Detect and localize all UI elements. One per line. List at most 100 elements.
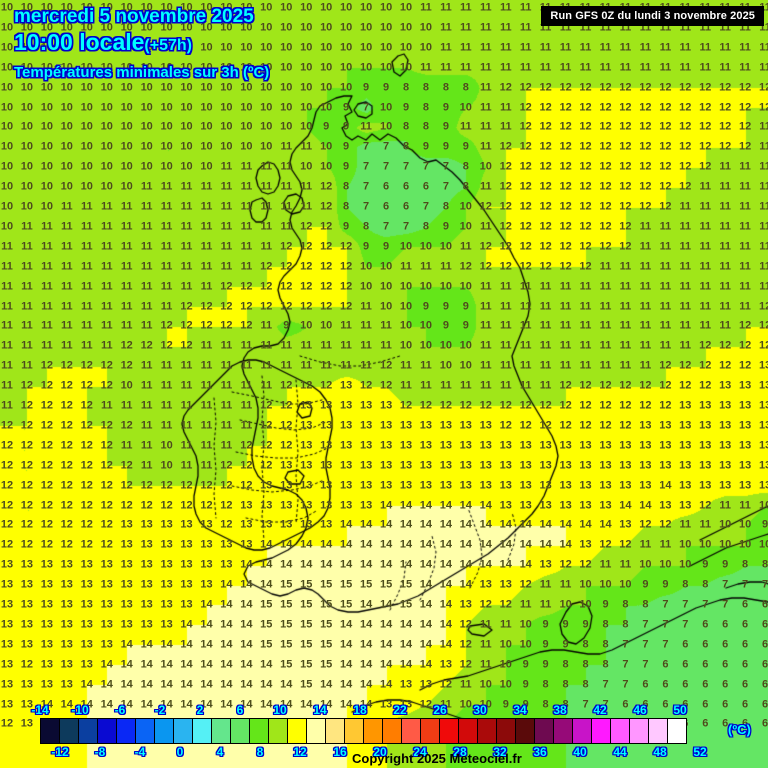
grid-temperature-value: 11 xyxy=(699,518,712,531)
grid-temperature-value: 10 xyxy=(339,41,353,54)
grid-temperature-value: 12 xyxy=(339,280,353,293)
grid-temperature-value: 10 xyxy=(359,1,373,14)
grid-temperature-value: 10 xyxy=(220,101,233,113)
grid-temperature-value: 13 xyxy=(639,419,652,432)
grid-temperature-value: 13 xyxy=(738,459,752,472)
grid-temperature-value: 13 xyxy=(220,538,233,551)
grid-temperature-value: 11 xyxy=(420,359,432,372)
grid-temperature-value: 13 xyxy=(320,499,333,511)
grid-temperature-value: 10 xyxy=(180,160,193,173)
grid-temperature-value: 10 xyxy=(260,1,273,14)
grid-temperature-value: 13 xyxy=(559,439,572,452)
grid-temperature-value: 12 xyxy=(559,419,572,432)
grid-temperature-value: 12 xyxy=(579,240,592,253)
grid-temperature-value: 12 xyxy=(220,300,233,312)
grid-temperature-value: 12 xyxy=(619,220,632,233)
grid-temperature-value: 11 xyxy=(240,379,253,392)
grid-temperature-value: 8 xyxy=(622,598,629,611)
grid-temperature-value: 12 xyxy=(559,140,572,153)
grid-temperature-value: 10 xyxy=(120,379,133,392)
grid-temperature-value: 11 xyxy=(260,220,273,233)
grid-temperature-value: 11 xyxy=(80,280,93,293)
grid-temperature-value: 11 xyxy=(240,160,253,173)
grid-temperature-value: 11 xyxy=(539,598,552,611)
grid-temperature-value: 10 xyxy=(120,21,133,34)
grid-temperature-value: 12 xyxy=(20,459,34,472)
grid-temperature-value: 14 xyxy=(200,618,213,631)
grid-temperature-value: 11 xyxy=(180,280,193,293)
grid-temperature-value: 13 xyxy=(40,678,54,691)
grid-temperature-value: 14 xyxy=(639,499,652,511)
grid-temperature-value: 10 xyxy=(240,120,253,133)
grid-temperature-value: 12 xyxy=(539,160,552,173)
grid-temperature-value: 11 xyxy=(679,319,692,332)
grid-temperature-value: 13 xyxy=(419,419,433,432)
grid-temperature-value: 10 xyxy=(320,319,333,332)
grid-temperature-value: 12 xyxy=(519,399,532,412)
grid-temperature-value: 14 xyxy=(220,598,233,611)
grid-temperature-value: 11 xyxy=(100,399,113,412)
color-scale-tick-label: 52 xyxy=(693,745,707,759)
grid-temperature-value: 10 xyxy=(40,41,54,54)
grid-temperature-value: 10 xyxy=(639,558,652,571)
grid-temperature-value: 12 xyxy=(679,359,692,372)
grid-temperature-value: 14 xyxy=(399,638,413,651)
grid-temperature-value: 13 xyxy=(758,379,768,392)
grid-temperature-value: 11 xyxy=(759,260,768,273)
grid-temperature-value: 12 xyxy=(180,339,193,352)
grid-temperature-value: 11 xyxy=(420,1,432,14)
grid-temperature-value: 11 xyxy=(420,379,432,392)
grid-temperature-value: 12 xyxy=(80,538,93,551)
grid-temperature-value: 12 xyxy=(479,240,492,253)
grid-temperature-value: 11 xyxy=(699,21,712,34)
grid-temperature-value: 11 xyxy=(220,240,233,253)
grid-temperature-value: 11 xyxy=(639,339,652,352)
grid-temperature-value: 15 xyxy=(379,578,393,591)
grid-temperature-value: 12 xyxy=(60,459,73,472)
grid-temperature-value: 10 xyxy=(140,140,153,153)
grid-temperature-value: 13 xyxy=(60,558,73,571)
grid-temperature-value: 12 xyxy=(639,101,652,113)
grid-temperature-value: 10 xyxy=(100,180,113,193)
grid-temperature-value: 12 xyxy=(320,280,333,293)
grid-temperature-value: 12 xyxy=(20,419,34,432)
grid-temperature-value: 11 xyxy=(679,41,692,54)
color-scale-swatch xyxy=(192,718,212,744)
color-scale-swatch xyxy=(477,718,497,744)
grid-temperature-value: 12 xyxy=(599,220,612,233)
grid-temperature-value: 13 xyxy=(699,399,712,412)
grid-temperature-value: 11 xyxy=(220,399,233,412)
grid-temperature-value: 6 xyxy=(682,698,689,710)
grid-temperature-value: 11 xyxy=(619,359,632,372)
grid-temperature-value: 11 xyxy=(599,339,612,352)
grid-temperature-value: 12 xyxy=(439,678,453,691)
grid-temperature-value: 11 xyxy=(260,180,273,193)
color-scale-tick-label: 8 xyxy=(256,745,264,759)
grid-temperature-value: 8 xyxy=(442,200,449,213)
grid-temperature-value: 11 xyxy=(719,160,732,173)
grid-temperature-value: 14 xyxy=(300,538,313,551)
grid-temperature-value: 11 xyxy=(579,21,592,34)
grid-temperature-value: 10 xyxy=(80,120,93,133)
grid-temperature-value: 10 xyxy=(180,101,193,113)
grid-temperature-value: 10 xyxy=(160,101,173,113)
grid-temperature-value: 11 xyxy=(300,140,313,153)
grid-temperature-value: 10 xyxy=(719,518,732,531)
grid-temperature-value: 10 xyxy=(260,120,273,133)
color-scale-tick-label: 20 xyxy=(373,745,387,759)
grid-temperature-value: 6 xyxy=(762,698,768,710)
grid-temperature-value: 12 xyxy=(519,578,532,591)
grid-temperature-value: 12 xyxy=(40,499,54,511)
grid-temperature-value: 12 xyxy=(120,359,133,372)
grid-temperature-value: 12 xyxy=(140,499,153,511)
grid-temperature-value: 11 xyxy=(459,1,472,14)
grid-temperature-value: 12 xyxy=(738,319,752,332)
grid-temperature-value: 11 xyxy=(739,180,751,193)
grid-temperature-value: 11 xyxy=(80,300,93,312)
grid-temperature-value: 10 xyxy=(20,21,34,34)
grid-temperature-value: 10 xyxy=(320,81,333,94)
grid-temperature-value: 12 xyxy=(120,419,133,432)
grid-temperature-value: 13 xyxy=(40,558,54,571)
grid-temperature-value: 10 xyxy=(20,160,34,173)
grid-temperature-value: 10 xyxy=(399,280,413,293)
